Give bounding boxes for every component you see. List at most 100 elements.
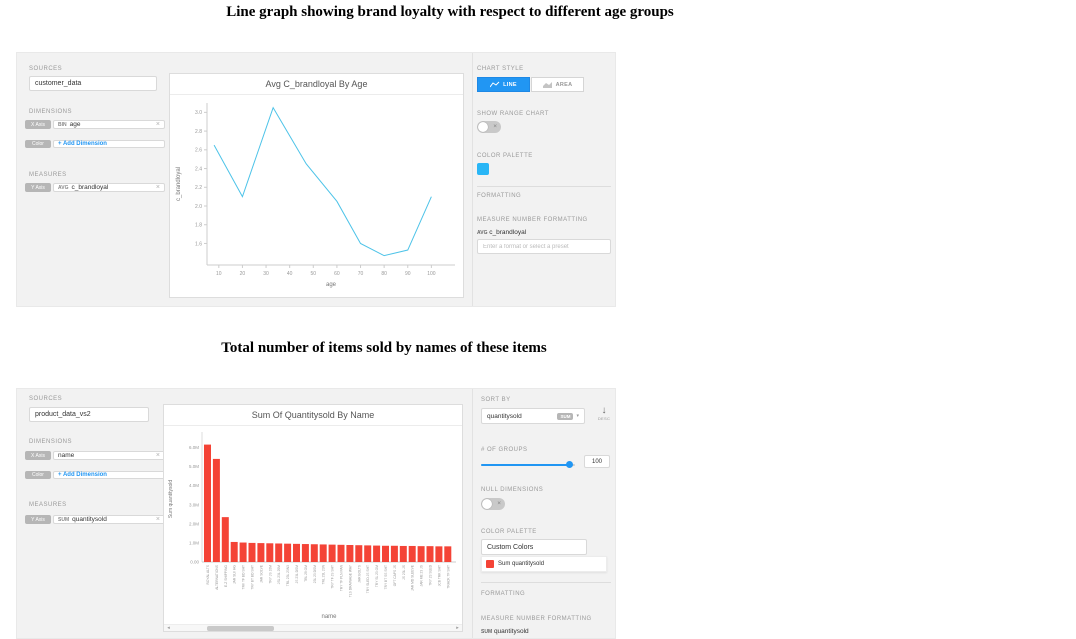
source-value: product_data_vs2 [35, 411, 91, 418]
settings-divider [477, 186, 611, 187]
format-input[interactable] [477, 239, 611, 254]
add-dimension-link[interactable]: + Add Dimension [58, 141, 107, 147]
measure-ref-field: c_brandloyal [489, 229, 527, 236]
svg-text:GFT CAPS JS: GFT CAPS JS [393, 564, 397, 586]
groups-value: 100 [591, 458, 602, 465]
color-palette-label: COLOR PALETTE [481, 529, 537, 535]
y-axis-field[interactable]: SUM quantitysold × [53, 515, 165, 524]
chart-style-label: CHART STYLE [477, 66, 524, 72]
scroll-right-icon[interactable]: ▸ [456, 624, 459, 631]
palette-series-label: Sum quantitysold [498, 561, 545, 567]
y-axis-pill: Y Axis [25, 515, 51, 524]
formatting-label: FORMATTING [481, 591, 526, 597]
panel2-divider [472, 389, 473, 638]
groups-label: # OF GROUPS [481, 447, 528, 453]
source-input[interactable]: customer_data [29, 76, 157, 91]
remove-x-axis-icon[interactable]: × [155, 121, 160, 128]
chart1-builder-panel: SOURCES customer_data DIMENSIONS X Axis … [16, 52, 616, 307]
svg-text:TRY SL 23 OM: TRY SL 23 OM [375, 565, 379, 587]
scroll-left-icon[interactable]: ◂ [167, 624, 170, 631]
svg-text:2.8: 2.8 [195, 129, 202, 135]
measure-number-formatting-label: MEASURE NUMBER FORMATTING [477, 217, 588, 223]
svg-text:TRACK TF SHT: TRACK TF SHT [446, 565, 450, 589]
scroll-track[interactable] [173, 625, 453, 631]
chart-h-scrollbar[interactable]: ◂ ▸ [164, 624, 462, 631]
svg-text:50: 50 [311, 271, 317, 277]
toggle-off-icon: × [497, 500, 501, 507]
x-axis-field[interactable]: BIN age × [53, 120, 165, 129]
svg-text:6.0M: 6.0M [189, 445, 199, 450]
add-dimension-field[interactable]: + Add Dimension [53, 471, 165, 479]
svg-text:2.6: 2.6 [195, 148, 202, 154]
svg-text:23L 23 DSM: 23L 23 DSM [313, 565, 317, 583]
svg-text:1.8: 1.8 [195, 223, 202, 229]
chart2-title: Total number of items sold by names of t… [221, 340, 547, 356]
color-dimension-pill: Color [25, 471, 51, 479]
svg-text:2.4: 2.4 [195, 166, 202, 172]
measures-label: MEASURES [29, 172, 67, 178]
color-dimension-pill: Color [25, 140, 51, 148]
svg-text:JAR SOLVE: JAR SOLVE [259, 564, 263, 583]
svg-text:80: 80 [381, 271, 387, 277]
source-input[interactable]: product_data_vs2 [29, 407, 149, 422]
y-axis-field[interactable]: AVG c_brandloyal × [53, 183, 165, 192]
palette-series-row[interactable]: Sum quantitysold [481, 556, 607, 572]
svg-text:JSL 23L 20M: JSL 23L 20M [277, 565, 281, 584]
measure-number-formatting-label: MEASURE NUMBER FORMATTING [481, 616, 592, 622]
sort-agg-tag: SUM [557, 412, 574, 420]
add-dimension-link[interactable]: + Add Dimension [58, 472, 107, 478]
svg-text:40: 40 [287, 271, 293, 277]
sort-field-value: quantitysold [487, 412, 522, 420]
sort-direction-button[interactable]: ↓ DESC [595, 405, 613, 421]
x-axis-field[interactable]: name × [53, 451, 165, 460]
line-style-button[interactable]: LINE [477, 77, 530, 92]
svg-text:TLS DRAINAGE WAY: TLS DRAINAGE WAY [348, 564, 352, 597]
sort-by-input[interactable]: quantitysold SUM ▾ [481, 408, 585, 424]
svg-text:100: 100 [427, 271, 436, 277]
svg-text:ROYAL ALTS: ROYAL ALTS [206, 564, 210, 584]
area-style-button[interactable]: AREA [531, 77, 584, 92]
dimensions-label: DIMENSIONS [29, 109, 73, 115]
area-style-button-label: AREA [555, 81, 573, 88]
svg-text:TRV TF BD SHT: TRV TF BD SHT [242, 565, 246, 589]
series-color-swatch[interactable] [477, 163, 489, 175]
measure-ref-field: quantitysold [493, 628, 529, 635]
svg-text:age: age [326, 282, 337, 288]
bar-chart-card: Sum Of Quantitysold By Name 0.00 1.0M 2.0M… [163, 404, 463, 632]
groups-slider[interactable] [481, 461, 575, 469]
svg-text:TRY TF PLN PAN: TRY TF PLN PAN [340, 564, 344, 591]
svg-text:TRL 23L 23N3: TRL 23L 23N3 [286, 565, 290, 586]
area-style-icon [542, 82, 552, 88]
svg-text:1.6: 1.6 [195, 241, 202, 247]
groups-value-input[interactable]: 100 [584, 455, 610, 468]
null-dimensions-toggle[interactable]: × [481, 498, 505, 510]
null-dimensions-label: NULL DIMENSIONS [481, 487, 544, 493]
svg-text:TRY SLED JS SHT: TRY SLED JS SHT [366, 565, 370, 593]
toggle-off-icon: × [493, 123, 497, 130]
svg-text:60: 60 [334, 271, 340, 277]
svg-text:TRL 23L 23N: TRL 23L 23N [322, 564, 326, 584]
y-axis-value: c_brandloyal [71, 184, 109, 191]
measure-ref-agg: AVG [477, 230, 488, 236]
palette-select[interactable]: Custom Colors [481, 539, 587, 555]
x-axis-pill: X Axis [25, 451, 51, 460]
slider-knob[interactable] [566, 461, 573, 468]
series-color-swatch[interactable] [486, 560, 494, 568]
svg-text:0.00: 0.00 [190, 560, 199, 565]
show-range-toggle[interactable]: × [477, 121, 501, 133]
y-axis-value: quantitysold [72, 516, 107, 523]
scroll-thumb[interactable] [206, 625, 274, 631]
remove-y-axis-icon[interactable]: × [155, 516, 160, 523]
add-dimension-field[interactable]: + Add Dimension [53, 140, 165, 148]
source-value: customer_data [35, 80, 82, 87]
remove-y-axis-icon[interactable]: × [155, 184, 160, 191]
dimensions-label: DIMENSIONS [29, 439, 73, 445]
svg-text:10: 10 [216, 271, 222, 277]
svg-text:JS 23L JS: JS 23L JS [402, 564, 406, 580]
y-axis-agg-tag: AVG [58, 184, 69, 191]
svg-text:1.0M: 1.0M [189, 541, 199, 546]
bar-chart-title: Sum Of Quantitysold By Name [164, 405, 462, 426]
svg-text:TRY TF JS SHT: TRY TF JS SHT [331, 565, 335, 589]
measure-ref-agg: SUM [481, 629, 493, 635]
remove-x-axis-icon[interactable]: × [155, 452, 160, 459]
